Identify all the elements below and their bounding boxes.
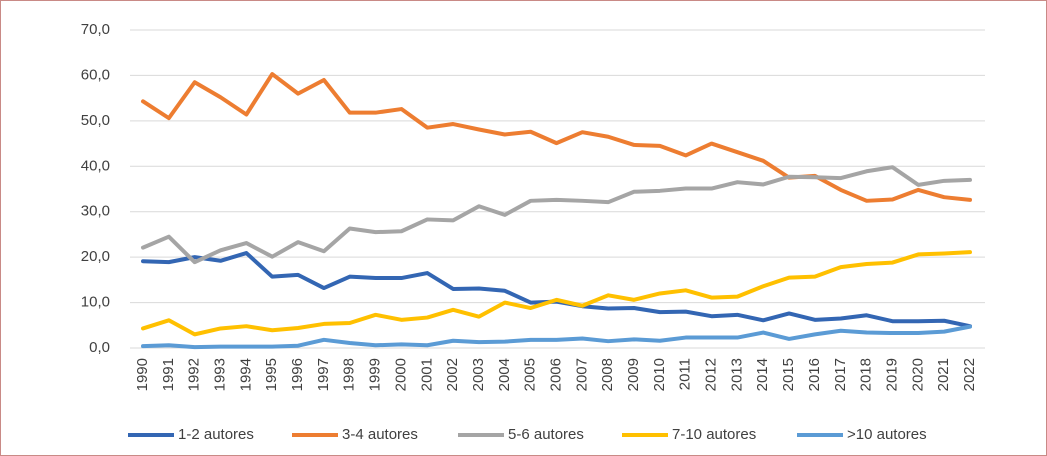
x-tick-label: 1997 xyxy=(315,358,332,391)
x-tick-label: 1992 xyxy=(186,358,203,391)
y-tick-label: 0,0 xyxy=(89,339,110,356)
x-tick-label: 2007 xyxy=(573,358,590,391)
x-tick-label: 2001 xyxy=(418,358,435,391)
x-tick-label: 1998 xyxy=(341,358,358,391)
legend-label: 3-4 autores xyxy=(342,426,418,443)
x-tick-label: 1991 xyxy=(160,358,177,391)
legend-label: >10 autores xyxy=(847,426,927,443)
x-tick-label: 2013 xyxy=(728,358,745,391)
x-tick-label: 2003 xyxy=(470,358,487,391)
x-tick-label: 2006 xyxy=(547,358,564,391)
x-tick-label: 2010 xyxy=(651,358,668,391)
x-tick-label: 1990 xyxy=(134,358,151,391)
x-tick-label: 1995 xyxy=(263,358,280,391)
x-tick-label: 1994 xyxy=(237,358,254,391)
x-tick-label: 2019 xyxy=(883,358,900,391)
x-tick-label: 2015 xyxy=(780,358,797,391)
x-tick-label: 2004 xyxy=(496,358,513,391)
y-tick-label: 30,0 xyxy=(81,203,110,220)
x-tick-label: 2016 xyxy=(806,358,823,391)
x-tick-label: 2000 xyxy=(392,358,409,391)
series-line xyxy=(141,165,972,265)
legend-label: 1-2 autores xyxy=(178,426,254,443)
x-tick-label: 2018 xyxy=(858,358,875,391)
x-tick-label: 2002 xyxy=(444,358,461,391)
series-line xyxy=(141,250,972,337)
y-tick-label: 60,0 xyxy=(81,66,110,83)
x-tick-label: 2012 xyxy=(703,358,720,391)
x-tick-label: 2017 xyxy=(832,358,849,391)
x-tick-label: 2021 xyxy=(935,358,952,391)
x-tick-label: 2008 xyxy=(599,358,616,391)
y-tick-label: 20,0 xyxy=(81,248,110,265)
y-tick-label: 70,0 xyxy=(81,21,110,38)
x-tick-label: 2011 xyxy=(677,358,694,390)
legend-label: 7-10 autores xyxy=(672,426,756,443)
y-tick-label: 10,0 xyxy=(81,294,110,311)
x-tick-label: 1996 xyxy=(289,358,306,391)
x-tick-label: 2009 xyxy=(625,358,642,391)
y-tick-label: 40,0 xyxy=(81,157,110,174)
x-tick-label: 2014 xyxy=(754,358,771,391)
x-tick-label: 1999 xyxy=(367,358,384,391)
legend-label: 5-6 autores xyxy=(508,426,584,443)
x-tick-label: 2020 xyxy=(909,358,926,391)
x-tick-label: 2022 xyxy=(961,358,978,391)
series-line xyxy=(141,324,972,350)
series-line xyxy=(141,72,972,203)
x-tick-label: 2005 xyxy=(522,358,539,391)
y-tick-label: 50,0 xyxy=(81,112,110,129)
x-tick-label: 1993 xyxy=(212,358,229,391)
